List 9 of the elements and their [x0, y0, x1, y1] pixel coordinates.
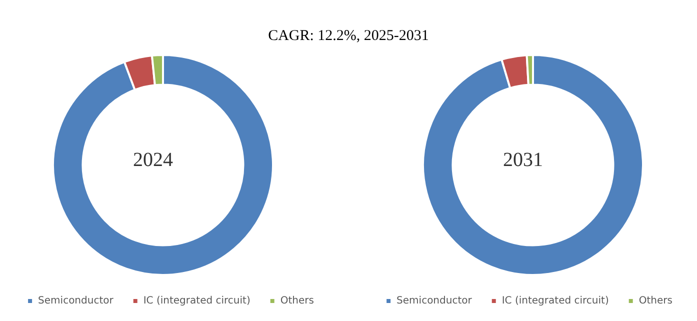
legend-label: Semiconductor	[38, 296, 114, 306]
legend-label: Semiconductor	[396, 296, 473, 306]
legend-label: IC (integrated circuit)	[143, 296, 250, 306]
text: 2024	[133, 149, 173, 171]
legend-label: Others	[638, 296, 672, 306]
legend-label: IC (integrated circuit)	[502, 296, 609, 306]
legend-label: Others	[280, 296, 314, 306]
text: 2031	[503, 149, 543, 171]
text: CAGR: 12.2%, 2025-2031	[268, 28, 429, 44]
